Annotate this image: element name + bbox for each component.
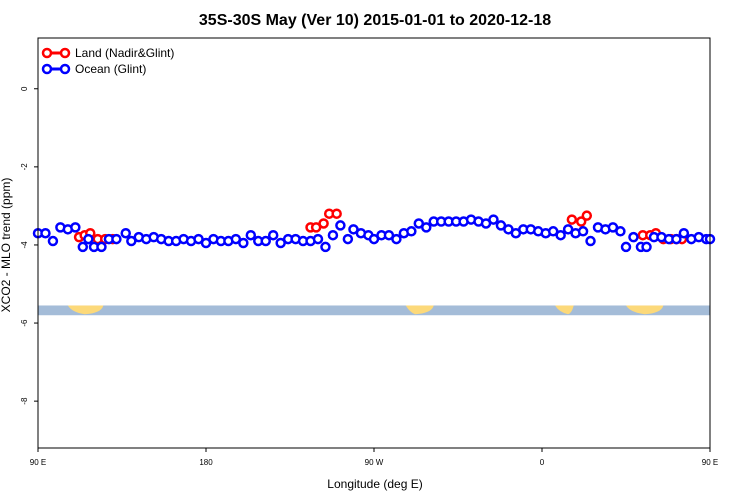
y-tick-label: 0 — [20, 86, 29, 91]
data-point — [585, 235, 596, 247]
x-tick-label: 90 E — [702, 458, 718, 467]
data-point — [267, 229, 279, 241]
data-point — [488, 214, 499, 225]
data-point — [318, 218, 329, 229]
map-strip-ocean — [38, 305, 710, 316]
data-point — [575, 216, 587, 227]
legend-item: Land (Nadir&Glint) — [41, 46, 174, 60]
y-axis: 0 -2 -4 -6 -8 — [20, 86, 38, 405]
data-point — [566, 214, 578, 225]
data-point — [406, 226, 417, 237]
legend-item: Ocean (Glint) — [41, 62, 146, 76]
data-point — [47, 235, 59, 247]
data-point — [555, 229, 566, 241]
data-point — [678, 227, 690, 239]
data-point — [628, 231, 639, 243]
data-point — [327, 229, 339, 241]
data-point — [671, 233, 682, 245]
data-point — [77, 241, 89, 253]
x-tick-label: 180 — [199, 458, 213, 467]
legend-label: Ocean (Glint) — [75, 62, 146, 76]
data-point — [421, 222, 432, 233]
data-point — [620, 241, 632, 253]
y-tick-label: -4 — [20, 241, 29, 249]
data-point — [96, 241, 107, 253]
legend-marker — [41, 63, 53, 75]
map-strip-land — [67, 305, 664, 315]
data-point — [615, 226, 626, 237]
y-tick-label: -2 — [20, 163, 29, 171]
data-point — [320, 241, 331, 253]
x-tick-label: 90 E — [30, 458, 46, 467]
data-point — [70, 222, 81, 233]
data-point — [238, 237, 249, 249]
x-tick-label: 0 — [540, 458, 545, 467]
data-point — [312, 233, 324, 245]
y-tick-label: -6 — [20, 319, 29, 327]
data-point — [581, 210, 593, 221]
map-strip — [38, 305, 710, 316]
data-point — [641, 241, 652, 253]
land-australia — [67, 305, 104, 315]
data-point — [331, 208, 342, 219]
x-tick-label: 90 W — [365, 458, 384, 467]
chart-marks — [32, 208, 716, 253]
data-point — [111, 233, 122, 245]
land-south-africa — [555, 305, 574, 315]
y-tick-label: -8 — [20, 397, 29, 405]
data-point — [342, 233, 354, 245]
data-point — [40, 227, 51, 239]
chart-title: 35S-30S May (Ver 10) 2015-01-01 to 2020-… — [199, 12, 551, 29]
land-south-america — [405, 305, 434, 315]
y-axis-label: XCO2 - MLO trend (ppm) — [0, 178, 13, 313]
data-point — [120, 227, 131, 239]
x-axis-label: Longitude (deg E) — [327, 477, 422, 491]
data-point — [245, 229, 257, 241]
series-ocean — [32, 214, 716, 253]
data-point — [577, 226, 589, 237]
land-australia-repeat — [626, 305, 664, 315]
legend-marker — [59, 47, 71, 59]
legend: Land (Nadir&Glint) Ocean (Glint) — [41, 46, 174, 76]
data-point — [391, 233, 402, 245]
data-point — [83, 233, 94, 245]
legend-marker — [59, 63, 71, 75]
x-axis: 90 E 180 90 W 0 90 E — [30, 448, 718, 467]
data-point — [335, 220, 346, 231]
data-point — [260, 235, 271, 247]
legend-marker — [41, 47, 53, 59]
legend-label: Land (Nadir&Glint) — [75, 46, 174, 60]
